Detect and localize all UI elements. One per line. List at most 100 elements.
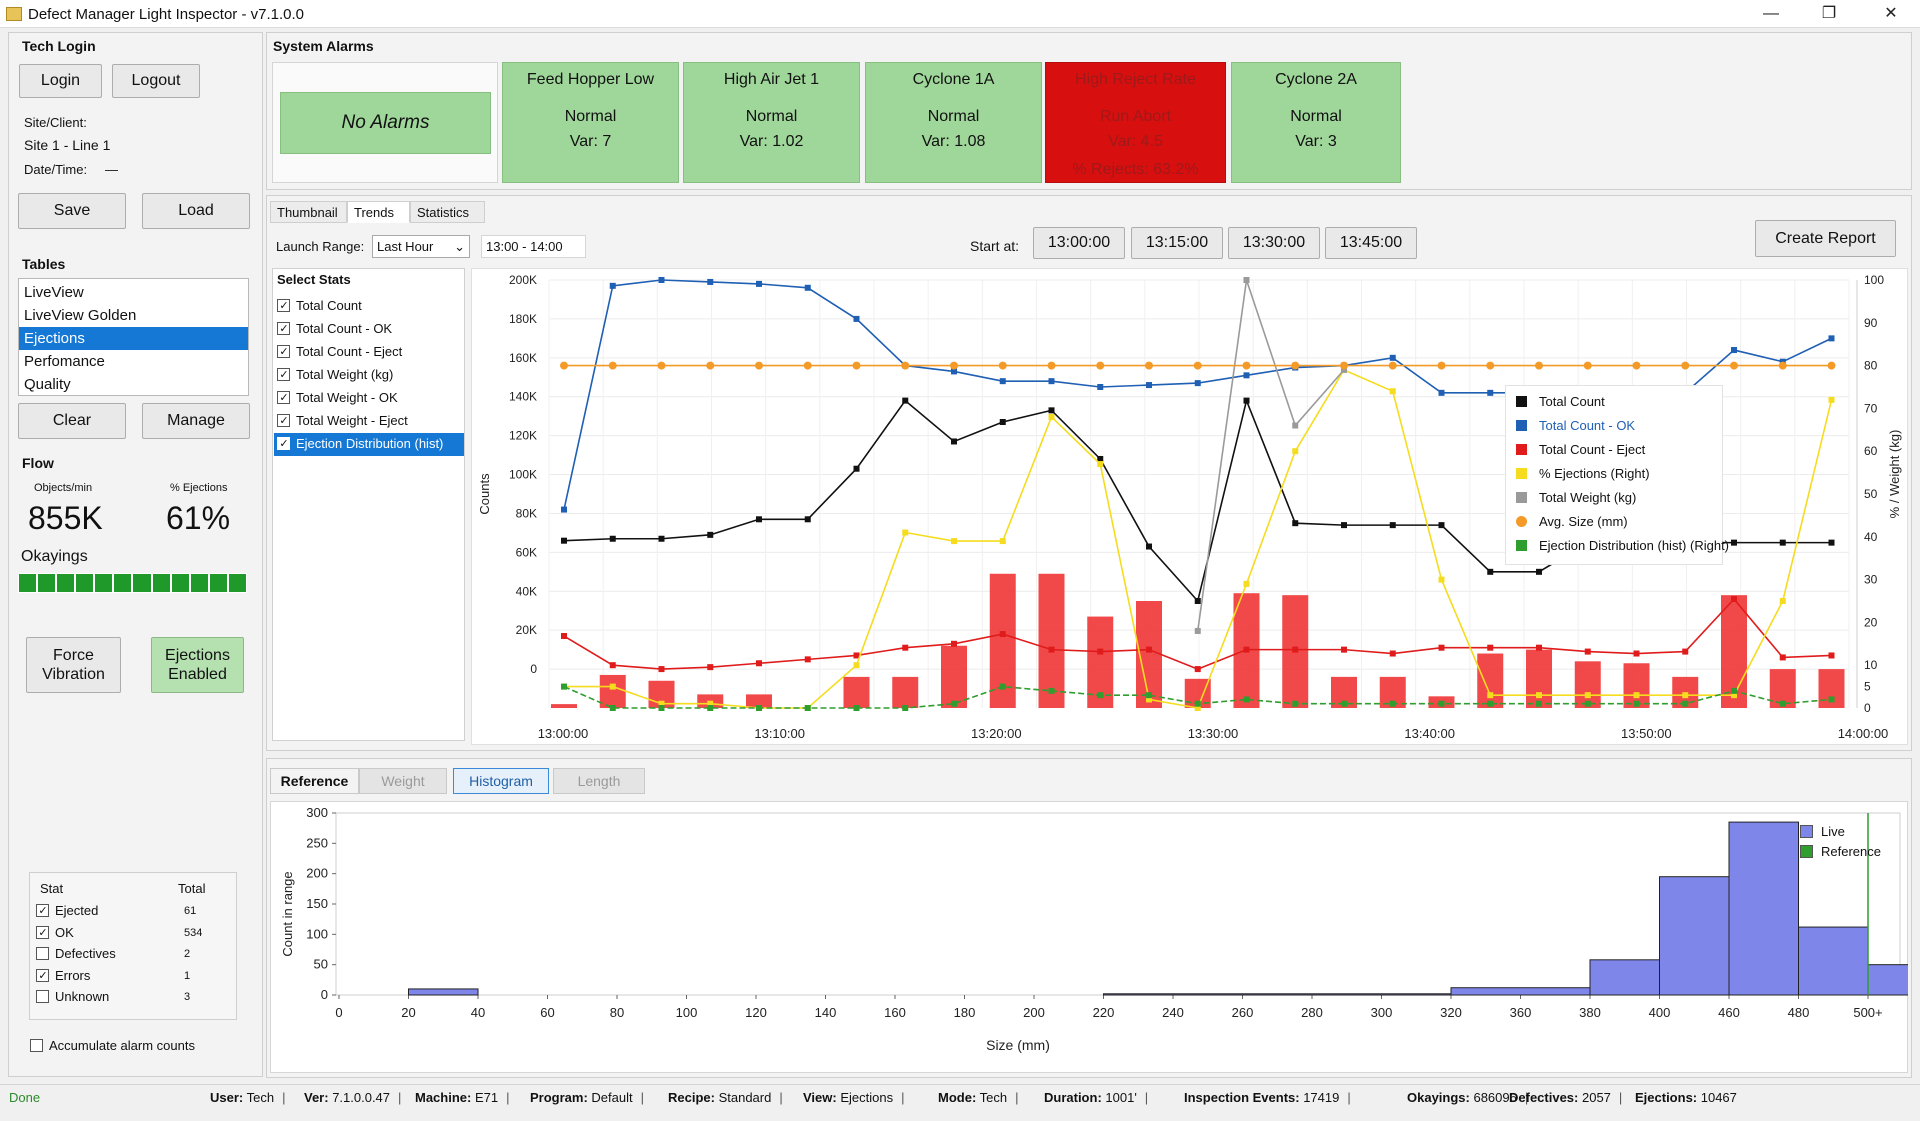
status-item-value: 1001' xyxy=(1101,1090,1137,1105)
start-at-button-133000[interactable]: 13:30:00 xyxy=(1228,227,1320,259)
logout-button[interactable]: Logout xyxy=(112,64,200,98)
status-separator: | xyxy=(779,1090,783,1105)
bottom-tab-histogram[interactable]: Histogram xyxy=(453,768,549,794)
stat-checkbox[interactable] xyxy=(36,990,49,1003)
create-report-button[interactable]: Create Report xyxy=(1755,220,1896,257)
table-item-liveview[interactable]: LiveView xyxy=(24,284,84,301)
launch-range-select[interactable]: Last Hour ⌄ xyxy=(372,235,470,258)
hist-x-tick-label: 300 xyxy=(1371,1005,1393,1020)
bottom-tab-reference[interactable]: Reference xyxy=(270,768,359,794)
stat-row-ok[interactable]: OK 534 xyxy=(36,925,232,945)
select-stat-checkbox[interactable] xyxy=(277,299,290,312)
start-at-button-130000[interactable]: 13:00:00 xyxy=(1033,227,1125,259)
ejections-enabled-button[interactable]: Ejections Enabled xyxy=(151,637,244,693)
series-point xyxy=(1487,568,1494,575)
tab-thumbnail[interactable]: Thumbnail xyxy=(270,201,347,223)
series-point xyxy=(1097,648,1104,655)
series-point xyxy=(999,419,1006,426)
tables-list[interactable]: LiveView LiveView Golden Ejections Perfoman… xyxy=(18,278,249,396)
load-button[interactable]: Load xyxy=(142,193,250,229)
range-text-field[interactable]: 13:00 - 14:00 xyxy=(481,235,586,258)
alarm-card-high-air-jet-1[interactable]: High Air Jet 1 Normal Var: 1.02 xyxy=(683,62,860,183)
table-item-ejections[interactable]: Ejections xyxy=(19,327,248,350)
select-stat-checkbox[interactable] xyxy=(277,322,290,335)
stat-checkbox[interactable] xyxy=(36,904,49,917)
stat-checkbox[interactable] xyxy=(36,947,49,960)
alarm-name: Cyclone 2A xyxy=(1275,71,1357,88)
status-item-label: Ejections: xyxy=(1635,1090,1698,1105)
save-button[interactable]: Save xyxy=(18,193,126,229)
series-point xyxy=(1243,646,1250,653)
series-point xyxy=(1731,539,1737,546)
stat-row-errors[interactable]: Errors 1 xyxy=(36,968,232,988)
legend-swatch xyxy=(1516,444,1527,455)
status-item-label: Mode: xyxy=(938,1090,977,1105)
no-alarms-indicator: No Alarms xyxy=(280,92,491,154)
table-item-perfomance[interactable]: Perfomance xyxy=(24,353,105,370)
start-at-button-131500[interactable]: 13:15:00 xyxy=(1131,227,1223,259)
stat-checkbox[interactable] xyxy=(36,968,49,982)
stat-row-ejected[interactable]: Ejected 61 xyxy=(36,903,232,923)
restore-button[interactable]: ❐ xyxy=(1821,5,1837,22)
close-button[interactable]: ✕ xyxy=(1884,5,1898,22)
select-stat-item[interactable]: Ejection Distribution (hist) xyxy=(274,433,464,456)
objects-per-min-label: Objects/min xyxy=(34,482,93,494)
select-stat-item[interactable]: Total Count xyxy=(274,295,464,318)
hist-y-tick-label: 300 xyxy=(306,805,328,820)
accumulate-checkbox[interactable] xyxy=(30,1039,43,1052)
tech-login-label: Tech Login xyxy=(22,38,96,54)
series-point xyxy=(1243,696,1250,703)
manage-button[interactable]: Manage xyxy=(142,403,250,439)
series-point xyxy=(1341,646,1347,653)
bottom-tab-length[interactable]: Length xyxy=(553,768,645,794)
tab-statistics[interactable]: Statistics xyxy=(410,201,485,223)
start-at-button-134500[interactable]: 13:45:00 xyxy=(1325,227,1417,259)
tab-trends[interactable]: Trends xyxy=(347,201,410,223)
accumulate-alarm-counts[interactable]: Accumulate alarm counts xyxy=(30,1038,195,1053)
legend-label: Total Weight (kg) xyxy=(1539,490,1637,505)
select-stat-label: Total Count - OK xyxy=(296,321,393,336)
select-stat-checkbox[interactable] xyxy=(277,345,290,358)
stat-row-unknown[interactable]: Unknown 3 xyxy=(36,989,232,1009)
series-point xyxy=(1341,366,1347,373)
series-line xyxy=(563,597,1832,670)
login-button[interactable]: Login xyxy=(19,64,102,98)
alarm-card-cyclone-2a[interactable]: Cyclone 2A Normal Var: 3 xyxy=(1231,62,1401,183)
stat-row-defectives[interactable]: Defectives 2 xyxy=(36,946,232,966)
series-point xyxy=(1193,361,1202,370)
minimize-button[interactable]: — xyxy=(1763,5,1779,22)
series-point xyxy=(1096,361,1105,370)
stat-checkbox[interactable] xyxy=(36,925,49,939)
table-item-quality[interactable]: Quality xyxy=(24,376,71,393)
histogram-bar xyxy=(892,676,919,708)
y2-tick-label: 10 xyxy=(1864,658,1878,672)
select-stat-checkbox[interactable] xyxy=(277,437,290,450)
histogram-bar xyxy=(599,674,626,708)
table-item-liveview-golden[interactable]: LiveView Golden xyxy=(24,307,137,324)
series-point xyxy=(951,700,957,707)
clear-button[interactable]: Clear xyxy=(18,403,126,439)
select-stat-item[interactable]: Total Count - OK xyxy=(274,318,464,341)
bottom-tab-weight[interactable]: Weight xyxy=(359,768,447,794)
series-point xyxy=(1097,461,1104,468)
series-point xyxy=(658,705,665,711)
select-stat-checkbox[interactable] xyxy=(277,414,290,427)
series-point xyxy=(609,662,616,669)
select-stat-item[interactable]: Total Weight - Eject xyxy=(274,410,464,433)
select-stat-checkbox[interactable] xyxy=(277,368,290,381)
alarm-card-feed-hopper-low[interactable]: Feed Hopper Low Normal Var: 7 xyxy=(502,62,679,183)
datetime-value: — xyxy=(105,162,118,177)
select-stat-item[interactable]: Total Weight - OK xyxy=(274,387,464,410)
alarm-card-cyclone-1a[interactable]: Cyclone 1A Normal Var: 1.08 xyxy=(865,62,1042,183)
force-vibration-button[interactable]: Force Vibration xyxy=(26,637,121,693)
accumulate-label: Accumulate alarm counts xyxy=(49,1038,195,1053)
series-point xyxy=(1097,692,1104,699)
series-point xyxy=(1633,650,1640,657)
series-point xyxy=(707,700,714,707)
select-stat-checkbox[interactable] xyxy=(277,391,290,404)
select-stat-item[interactable]: Total Weight (kg) xyxy=(274,364,464,387)
alarm-card-high-reject-rate[interactable]: High Reject Rate Run Abort Var: 4.5 % Rejec… xyxy=(1045,62,1226,183)
status-item-value: Default xyxy=(587,1090,633,1105)
select-stat-item[interactable]: Total Count - Eject xyxy=(274,341,464,364)
select-stat-label: Ejection Distribution (hist) xyxy=(296,436,444,451)
